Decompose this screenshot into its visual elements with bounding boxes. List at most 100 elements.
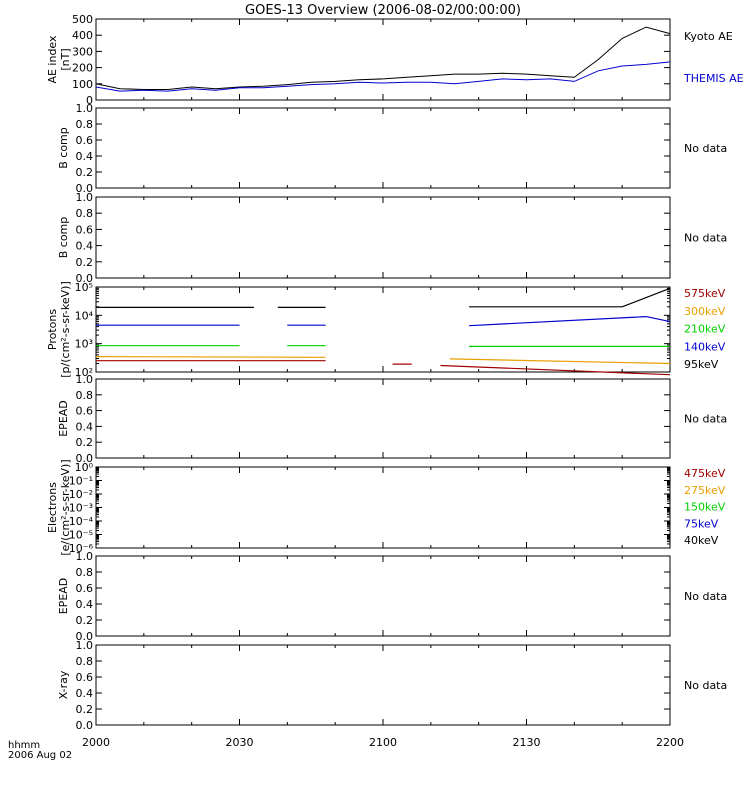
x-tick-label: 2100 bbox=[369, 736, 397, 749]
y-tick-label: 10⁴ bbox=[75, 309, 94, 322]
y-axis-label: AE index bbox=[46, 35, 59, 84]
y-tick-label: 0.6 bbox=[76, 223, 94, 236]
legend-label: 150keV bbox=[684, 501, 726, 514]
y-tick-label: 0 bbox=[86, 94, 93, 107]
x-tick-label: 2030 bbox=[226, 736, 254, 749]
panel-8: 0.0 0.2 0.4 0.6 0.8 1.0 X-ray No data bbox=[57, 639, 727, 732]
panel-2: 0.0 0.2 0.4 0.6 0.8 1.0 B comp No data bbox=[57, 102, 727, 195]
panel-frame bbox=[95, 644, 671, 726]
legend-label: 140keV bbox=[684, 340, 726, 353]
y-tick-label: 10⁻⁴ bbox=[69, 515, 94, 528]
y-axis-label: Electrons bbox=[46, 482, 59, 533]
y-tick-label: 1.0 bbox=[76, 550, 94, 563]
x-tick-label: 2130 bbox=[513, 736, 541, 749]
y-tick-label: 0.2 bbox=[76, 256, 94, 269]
panel-1: 0 100 200 300 400 500 AE index [nT] Kyoto AE THEM… bbox=[46, 13, 744, 107]
y-tick-label: 0.8 bbox=[76, 118, 94, 131]
y-tick-label: 0.6 bbox=[76, 582, 94, 595]
series-line bbox=[95, 61, 671, 92]
legend-label: 95keV bbox=[684, 358, 719, 371]
y-tick-label: 400 bbox=[72, 29, 93, 42]
y-tick-label: 1.0 bbox=[76, 102, 94, 115]
y-tick-label: 10⁻⁶ bbox=[69, 542, 94, 555]
y-tick-label: 10⁻³ bbox=[69, 502, 93, 515]
y-axis-label: EPEAD bbox=[57, 400, 70, 437]
no-data-label: No data bbox=[684, 590, 727, 603]
x-tick-label: 2200 bbox=[656, 736, 684, 749]
y-tick-label: 0.6 bbox=[76, 671, 94, 684]
y-tick-label: 100 bbox=[72, 78, 93, 91]
y-tick-label: 0.2 bbox=[76, 703, 94, 716]
y-tick-label: 0.4 bbox=[76, 240, 94, 253]
y-tick-label: 1.0 bbox=[76, 191, 94, 204]
y-tick-label: 10³ bbox=[75, 338, 93, 351]
y-tick-label: 0.4 bbox=[76, 598, 94, 611]
series-segment bbox=[469, 287, 671, 308]
y-tick-label: 10⁻⁵ bbox=[69, 529, 93, 542]
y-tick-label: 0.8 bbox=[76, 655, 94, 668]
y-axis-label: Protons bbox=[46, 309, 59, 350]
panel-frame bbox=[95, 555, 671, 637]
panel-7: 0.0 0.2 0.4 0.6 0.8 1.0 EPEAD No data bbox=[57, 550, 727, 643]
y-tick-label: 0.4 bbox=[76, 150, 94, 163]
y-axis-label: B comp bbox=[57, 217, 70, 259]
panel-frame bbox=[95, 107, 671, 189]
legend-label: 575keV bbox=[684, 287, 726, 300]
y-tick-label: 0.4 bbox=[76, 687, 94, 700]
panel-5: 0.0 0.2 0.4 0.6 0.8 1.0 EPEAD No data bbox=[57, 373, 727, 465]
y-tick-label: 500 bbox=[72, 13, 93, 26]
panel-frame bbox=[95, 466, 671, 549]
series-segment bbox=[449, 358, 671, 365]
y-tick-label: 0.4 bbox=[76, 420, 94, 433]
no-data-label: No data bbox=[684, 142, 727, 155]
y-tick-label: 0.2 bbox=[76, 436, 94, 449]
y-tick-label: 10⁰ bbox=[75, 461, 94, 474]
legend-label: 75keV bbox=[684, 517, 719, 530]
y-axis-label: [nT] bbox=[59, 48, 72, 70]
series-segment bbox=[469, 315, 671, 327]
legend-label: THEMIS AE bbox=[683, 72, 744, 85]
legend-label: 475keV bbox=[684, 467, 726, 480]
y-tick-label: 10² bbox=[75, 366, 93, 379]
series-segment bbox=[95, 356, 326, 358]
time-axis-label: 2006 Aug 02 bbox=[8, 750, 72, 761]
y-tick-label: 1.0 bbox=[76, 639, 94, 652]
y-tick-label: 0.0 bbox=[76, 630, 94, 643]
y-tick-label: 0.0 bbox=[76, 452, 94, 465]
legend-label: 40keV bbox=[684, 534, 719, 547]
series-segment bbox=[440, 364, 671, 376]
y-axis-label: B comp bbox=[57, 127, 70, 169]
series-line bbox=[95, 26, 671, 90]
y-tick-label: 1.0 bbox=[76, 373, 94, 386]
panel-frame bbox=[95, 286, 671, 373]
y-axis-label: X-ray bbox=[57, 670, 70, 699]
y-tick-label: 0.6 bbox=[76, 134, 94, 147]
y-axis-label: EPEAD bbox=[57, 578, 70, 615]
y-tick-label: 0.8 bbox=[76, 389, 94, 402]
y-tick-label: 200 bbox=[72, 62, 93, 75]
no-data-label: No data bbox=[684, 413, 727, 426]
y-tick-label: 10⁻² bbox=[69, 488, 93, 501]
legend-label: 300keV bbox=[684, 305, 726, 318]
y-tick-label: 0.2 bbox=[76, 614, 94, 627]
y-tick-label: 10⁻¹ bbox=[69, 475, 93, 488]
no-data-label: No data bbox=[684, 679, 727, 692]
y-tick-label: 0.2 bbox=[76, 166, 94, 179]
y-tick-label: 10⁵ bbox=[75, 281, 93, 294]
legend-label: 275keV bbox=[684, 484, 726, 497]
time-axis-label: hhmm bbox=[8, 740, 40, 751]
panel-frame bbox=[95, 378, 671, 459]
y-tick-label: 0.0 bbox=[76, 719, 94, 732]
no-data-label: No data bbox=[684, 232, 727, 245]
x-tick-label: 2000 bbox=[82, 736, 110, 749]
panel-4: 10² 10³ 10⁴ 10⁵ Protons [p/(cm²-s-sr-keV)] 575… bbox=[46, 281, 726, 379]
figure-title: GOES-13 Overview (2006-08-02/00:00:00) bbox=[245, 3, 521, 18]
y-tick-label: 300 bbox=[72, 45, 93, 58]
panel-frame bbox=[95, 196, 671, 279]
legend-label: Kyoto AE bbox=[684, 30, 733, 43]
panel-3: 0.0 0.2 0.4 0.6 0.8 1.0 B comp No data bbox=[57, 191, 727, 285]
y-tick-label: 0.6 bbox=[76, 405, 94, 418]
y-axis-label: [p/(cm²-s-sr-keV)] bbox=[59, 281, 72, 378]
